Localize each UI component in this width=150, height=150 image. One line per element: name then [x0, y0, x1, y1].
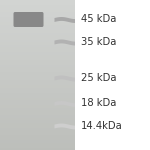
Bar [0, 132, 75, 135]
Bar [0, 78, 75, 80]
Bar [0, 85, 75, 87]
Bar [0, 65, 75, 68]
Bar [0, 3, 75, 5]
Bar [0, 18, 75, 20]
Bar [0, 70, 75, 72]
Bar [0, 110, 75, 112]
Bar [0, 125, 75, 127]
Bar [0, 52, 75, 55]
Bar [0, 20, 75, 22]
Bar [0, 147, 75, 150]
Bar [0, 60, 75, 63]
Bar [0, 100, 75, 102]
Bar [0, 40, 75, 42]
Bar [0, 25, 75, 27]
Bar [0, 45, 75, 48]
Bar [0, 123, 75, 125]
Bar [0, 112, 75, 115]
Bar [0, 140, 75, 142]
Bar [0, 102, 75, 105]
Bar [0, 38, 75, 40]
Bar [0, 12, 75, 15]
Bar [0, 8, 75, 10]
Bar [0, 55, 75, 57]
Bar [0, 75, 75, 78]
Bar [0, 90, 75, 93]
Text: 18 kDa: 18 kDa [81, 99, 116, 108]
Text: 14.4kDa: 14.4kDa [81, 121, 123, 131]
Bar [0, 120, 75, 123]
Bar [0, 35, 75, 38]
Bar [0, 30, 75, 33]
Bar [0, 22, 75, 25]
Text: 35 kDa: 35 kDa [81, 37, 116, 47]
Bar [0, 10, 75, 12]
Bar [0, 33, 75, 35]
Bar [0, 138, 75, 140]
Bar [0, 5, 75, 8]
Bar [0, 27, 75, 30]
FancyBboxPatch shape [14, 12, 44, 27]
Bar [0, 42, 75, 45]
Bar [0, 128, 75, 130]
Bar [0, 63, 75, 65]
Bar [0, 130, 75, 132]
Bar [0, 98, 75, 100]
Bar [0, 0, 75, 3]
Bar [0, 108, 75, 110]
Bar [0, 15, 75, 18]
Bar [75, 0, 150, 150]
Bar [0, 48, 75, 50]
Bar [0, 50, 75, 52]
Bar [0, 72, 75, 75]
Bar [0, 142, 75, 145]
Bar [0, 80, 75, 82]
Bar [0, 117, 75, 120]
Bar [0, 57, 75, 60]
Bar [0, 135, 75, 138]
Bar [0, 105, 75, 108]
Text: 45 kDa: 45 kDa [81, 15, 116, 24]
Bar [0, 95, 75, 98]
Bar [0, 82, 75, 85]
Text: 25 kDa: 25 kDa [81, 73, 117, 83]
Bar [0, 68, 75, 70]
Bar [0, 93, 75, 95]
Bar [0, 115, 75, 117]
Bar [0, 145, 75, 147]
Bar [0, 87, 75, 90]
